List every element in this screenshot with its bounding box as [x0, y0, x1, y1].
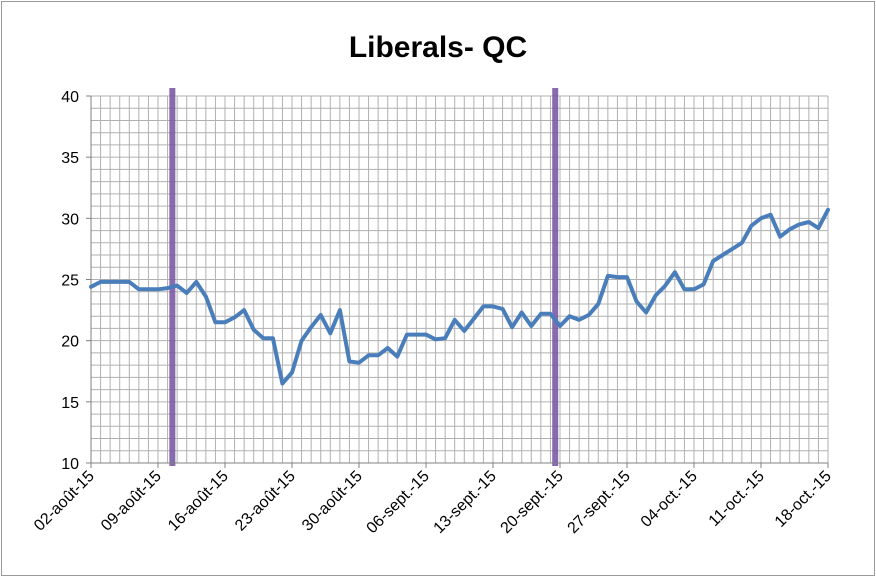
x-tick-label: 23-août-15 [232, 468, 299, 535]
y-tick-label: 40 [61, 89, 79, 106]
gridlines [90, 95, 829, 464]
chart-title: Liberals- QC [349, 31, 527, 64]
x-tick-label: 02-août-15 [31, 468, 98, 535]
x-tick-label: 30-août-15 [299, 468, 366, 535]
x-tick-label: 06-sept.-15 [364, 468, 433, 537]
y-tick-label: 15 [61, 395, 79, 412]
x-tick-label: 04-oct.-15 [638, 468, 701, 531]
x-tick-labels: 02-août-15 09-août-15 16-août-15 23-août-15… [31, 468, 835, 537]
marker-lines [169, 88, 559, 466]
x-tick-label: 13-sept.-15 [431, 468, 500, 537]
x-tick-label: 27-sept.-15 [565, 468, 634, 537]
y-tick-label: 10 [61, 456, 79, 473]
y-tick-labels: 10 15 20 25 30 35 40 [61, 89, 79, 473]
y-tick-label: 25 [61, 273, 79, 290]
x-tick-label: 16-août-15 [165, 468, 232, 535]
y-tick-label: 35 [61, 150, 79, 167]
axes [86, 95, 829, 468]
series-layer [89, 207, 830, 386]
series-line [89, 207, 830, 386]
x-tick-label: 09-août-15 [98, 468, 165, 535]
x-tick-label: 20-sept.-15 [498, 468, 567, 537]
y-tick-label: 20 [61, 334, 79, 351]
y-tick-label: 30 [61, 211, 79, 228]
x-tick-label: 11-oct.-15 [706, 468, 768, 530]
x-tick-label: 18-oct.-15 [772, 468, 835, 531]
